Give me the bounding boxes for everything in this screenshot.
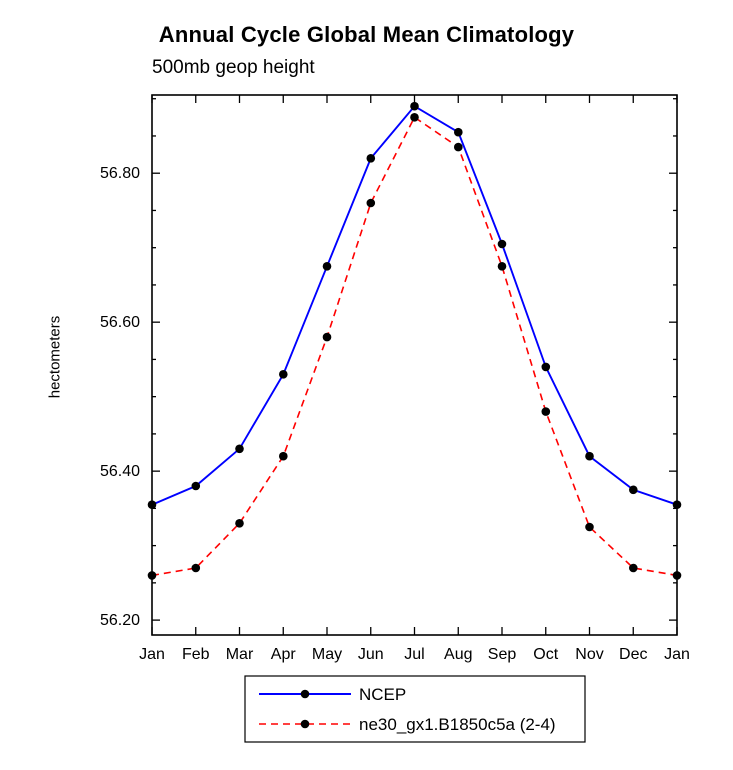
y-axis-label: hectometers — [46, 315, 64, 399]
data-point-marker — [541, 362, 551, 372]
data-point-marker — [585, 522, 594, 532]
x-tick-label: Mar — [226, 646, 254, 663]
data-point-marker — [629, 563, 638, 573]
data-point-marker — [235, 444, 244, 454]
chart-subtitle: 500mb geop height — [152, 57, 315, 78]
x-tick-label: Apr — [271, 646, 297, 663]
x-tick-label: Feb — [182, 646, 210, 663]
x-tick-label: Sep — [488, 646, 517, 663]
legend-marker — [300, 689, 310, 699]
data-point-marker — [366, 154, 376, 163]
legend-label: NCEP — [359, 685, 406, 704]
x-tick-label: Oct — [533, 646, 558, 663]
data-point-marker — [497, 262, 507, 271]
x-tick-label: Dec — [619, 646, 647, 663]
data-point-marker — [541, 407, 551, 416]
data-point-marker — [454, 142, 463, 152]
y-tick-label: 56.20 — [100, 612, 140, 629]
x-tick-label: Aug — [444, 646, 472, 663]
data-point-marker — [147, 500, 157, 510]
x-tick-label: Jan — [664, 646, 690, 663]
data-point-marker — [410, 113, 419, 122]
data-point-marker — [585, 451, 594, 461]
x-tick-label: Jun — [358, 646, 384, 663]
data-point-marker — [191, 481, 201, 491]
x-tick-label: Jul — [404, 646, 424, 663]
legend-box — [244, 675, 586, 743]
data-point-marker — [497, 239, 507, 249]
plot-frame — [151, 94, 678, 636]
data-point-marker — [454, 127, 463, 137]
chart-title: Annual Cycle Global Mean Climatology — [158, 22, 575, 47]
series-line-2 — [151, 116, 678, 577]
legend-label: ne30_gx1.B1850c5a (2-4) — [359, 715, 556, 734]
series-line-1 — [151, 104, 678, 506]
data-point-marker — [322, 332, 332, 342]
data-point-marker — [322, 262, 332, 271]
data-point-marker — [279, 370, 288, 379]
x-tick-label: May — [312, 646, 342, 663]
y-tick-label: 56.40 — [100, 463, 140, 480]
x-tick-label: Jan — [139, 646, 165, 663]
x-tick-label: Nov — [575, 646, 603, 663]
data-point-marker — [279, 451, 288, 461]
data-point-marker — [672, 500, 682, 510]
data-point-marker — [410, 101, 419, 111]
data-point-marker — [235, 519, 244, 528]
y-tick-label: 56.80 — [100, 165, 140, 182]
data-point-marker — [366, 198, 376, 208]
data-point-marker — [191, 563, 201, 573]
data-point-marker — [629, 485, 638, 495]
data-point-marker — [672, 571, 682, 580]
y-tick-label: 56.60 — [100, 314, 140, 331]
legend-marker — [300, 719, 310, 729]
data-point-marker — [147, 571, 157, 580]
